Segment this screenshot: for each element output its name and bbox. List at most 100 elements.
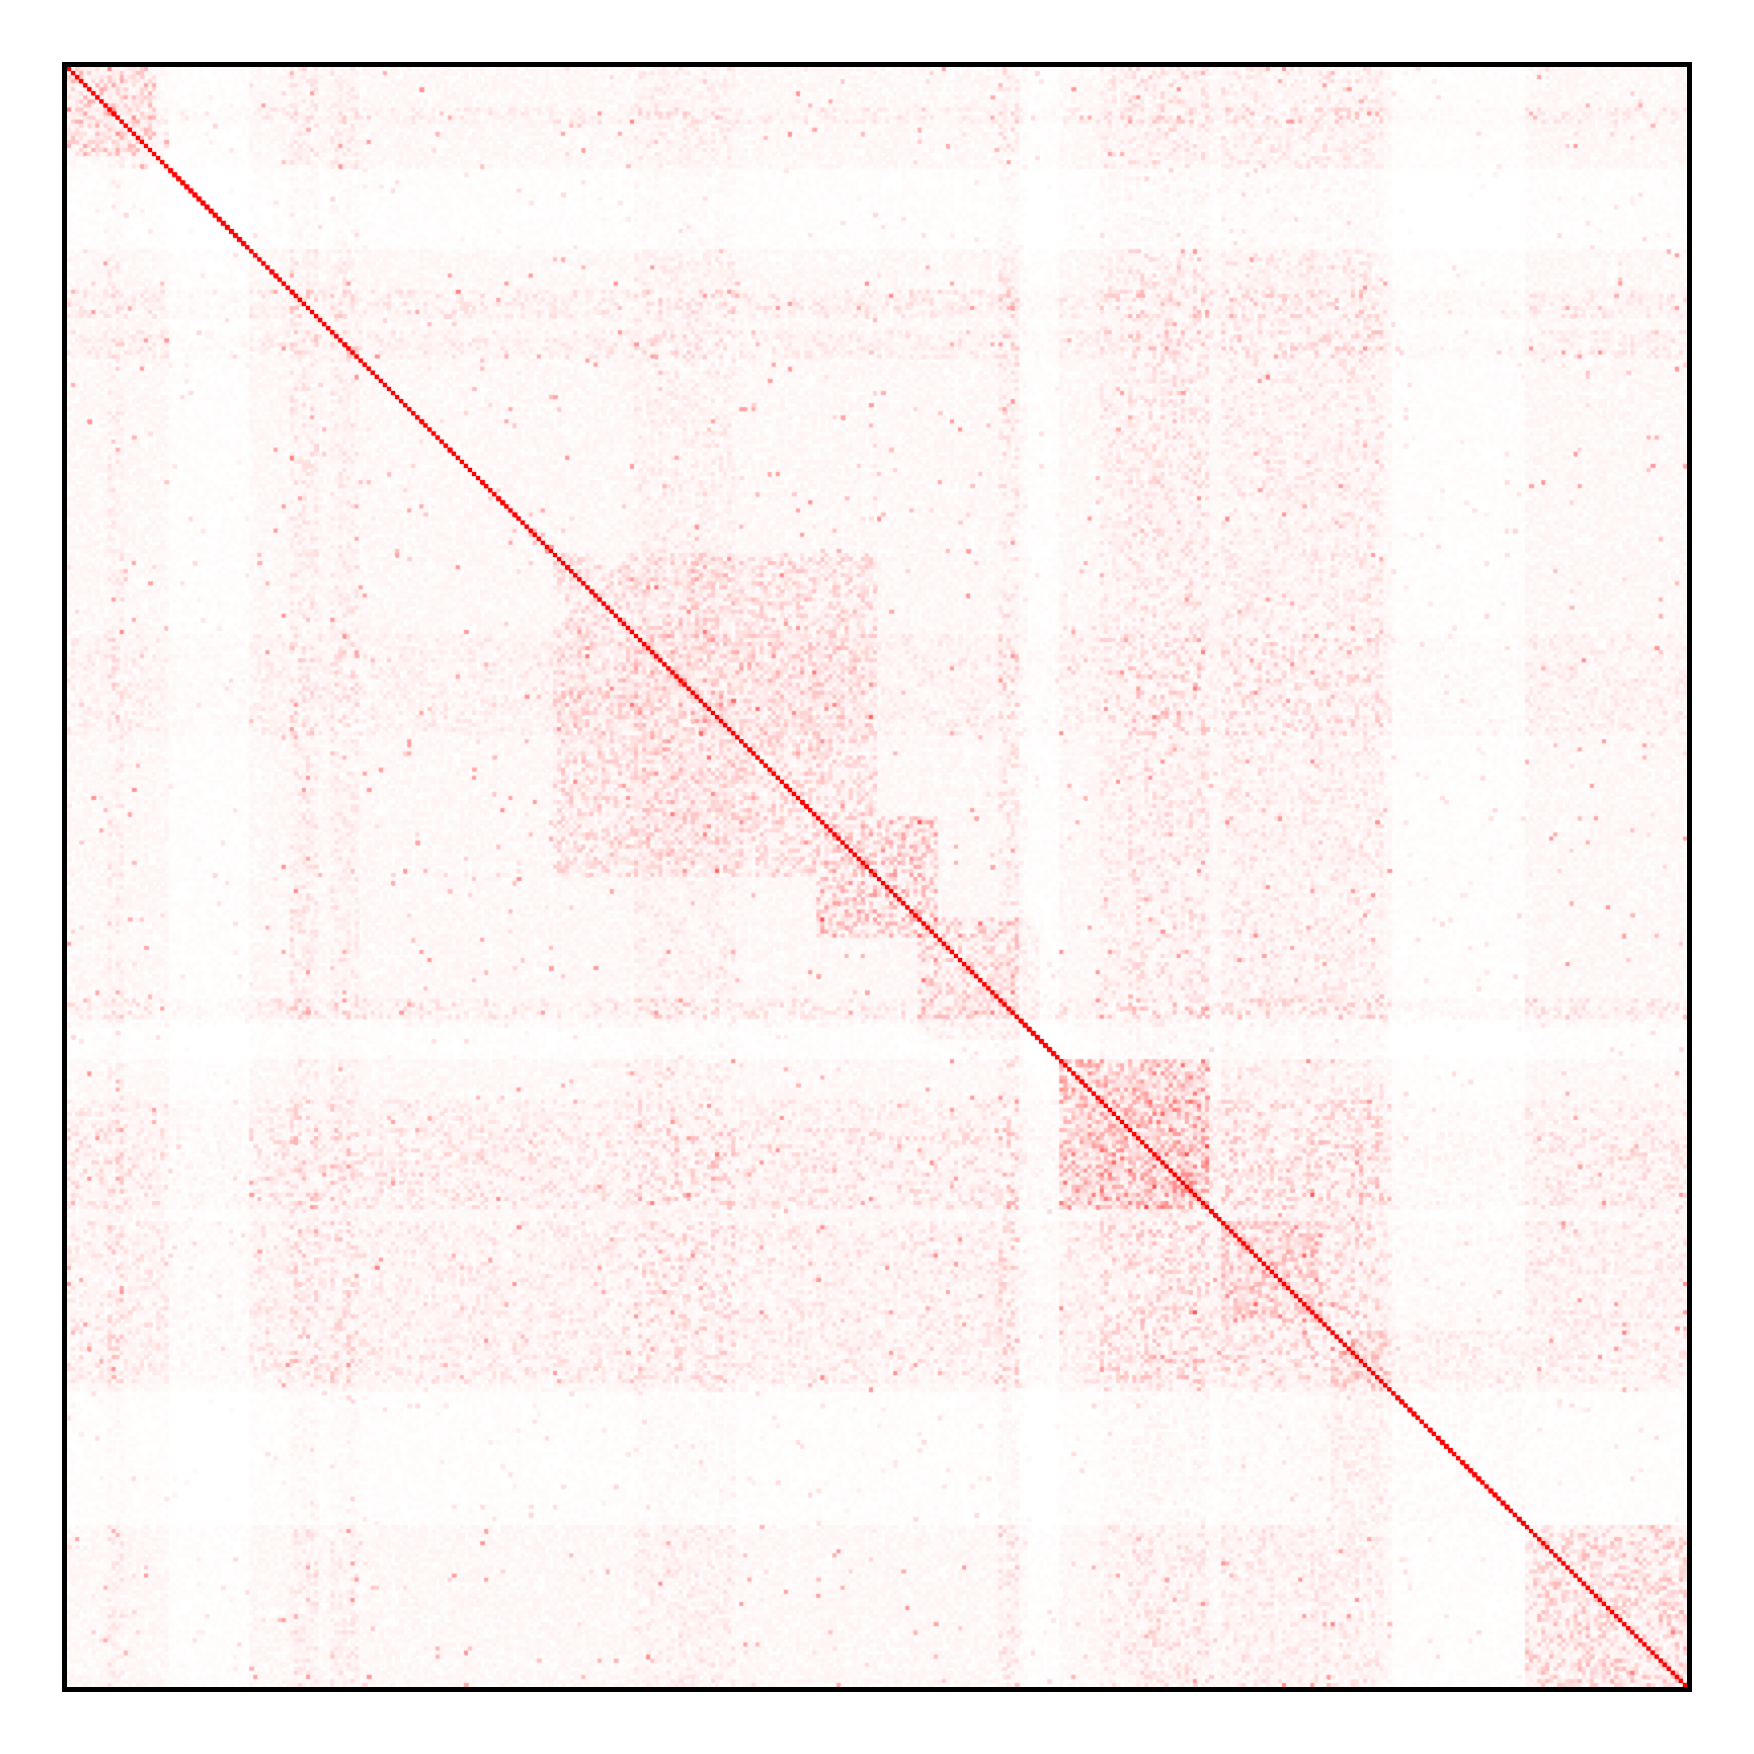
diagonal-cell (1444, 1444, 1449, 1449)
diagonal-cell (107, 107, 112, 112)
diagonal-cell (978, 978, 983, 983)
diagonal-cell (1014, 1014, 1019, 1019)
diagonal-cell (241, 241, 246, 246)
diagonal-cell (682, 682, 687, 687)
diagonal-cell (1650, 1650, 1655, 1655)
diagonal-cell (1569, 1569, 1574, 1574)
diagonal-cell (694, 694, 699, 699)
diagonal-cell (208, 208, 213, 213)
diagonal-cell (706, 706, 711, 711)
diagonal-cell (1059, 1059, 1064, 1064)
diagonal-cell (1249, 1249, 1254, 1254)
diagonal-cell (301, 301, 306, 306)
diagonal-cell (220, 220, 225, 225)
diagonal-cell (1245, 1245, 1250, 1250)
diagonal-cell (1160, 1160, 1165, 1165)
diagonal-cell (1484, 1484, 1489, 1489)
diagonal-cell (763, 763, 768, 768)
diagonal-cell (990, 990, 995, 995)
diagonal-cell (1573, 1573, 1578, 1578)
diagonal-cell (565, 565, 570, 570)
diagonal-cell (1310, 1310, 1315, 1315)
diagonal-cell (1460, 1460, 1465, 1465)
diagonal-cell (532, 532, 537, 537)
diagonal-cell (1395, 1395, 1400, 1400)
diagonal-cell (1431, 1431, 1436, 1436)
diagonal-cell (1039, 1039, 1044, 1044)
diagonal-cell (1201, 1201, 1206, 1206)
diagonal-cell (115, 115, 120, 120)
diagonal-cell (1577, 1577, 1582, 1582)
diagonal-cell (970, 970, 975, 975)
diagonal-cell (767, 767, 772, 772)
diagonal-cell (1411, 1411, 1416, 1416)
diagonal-cell (739, 739, 744, 744)
diagonal-cell (625, 625, 630, 630)
diagonal-cell (467, 467, 472, 472)
diagonal-cell (237, 237, 242, 242)
diagonal-cell (1326, 1326, 1331, 1331)
diagonal-cell (374, 374, 379, 379)
diagonal-cell (1520, 1520, 1525, 1525)
diagonal-cell (1051, 1051, 1056, 1056)
diagonal-cell (1075, 1075, 1080, 1080)
diagonal-cell (1030, 1030, 1035, 1035)
diagonal-cell (824, 824, 829, 829)
diagonal-cell (820, 820, 825, 825)
diagonal-cell (297, 297, 302, 302)
diagonal-cell (119, 119, 124, 124)
diagonal-cell (1435, 1435, 1440, 1440)
diagonal-cell (99, 99, 104, 104)
diagonal-cell (986, 986, 991, 991)
diagonal-cell (216, 216, 221, 221)
diagonal-cell (889, 889, 894, 894)
diagonal-cell (451, 451, 456, 456)
diagonal-cell (249, 249, 254, 254)
heatmap-diagonal (67, 67, 1687, 1687)
diagonal-cell (1678, 1678, 1683, 1683)
diagonal-cell (1018, 1018, 1023, 1023)
diagonal-cell (573, 573, 578, 578)
diagonal-cell (253, 253, 258, 258)
diagonal-cell (1610, 1610, 1615, 1615)
diagonal-cell (1095, 1095, 1100, 1100)
diagonal-cell (868, 868, 873, 873)
diagonal-cell (650, 650, 655, 655)
diagonal-cell (921, 921, 926, 926)
diagonal-cell (812, 812, 817, 817)
diagonal-cell (326, 326, 331, 331)
diagonal-cell (941, 941, 946, 946)
diagonal-cell (925, 925, 930, 930)
diagonal-cell (314, 314, 319, 319)
diagonal-cell (885, 885, 890, 890)
diagonal-cell (148, 148, 153, 153)
diagonal-cell (962, 962, 967, 967)
diagonal-cell (386, 386, 391, 391)
diagonal-cell (686, 686, 691, 691)
diagonal-cell (407, 407, 412, 412)
diagonal-cell (613, 613, 618, 618)
diagonal-cell (791, 791, 796, 796)
diagonal-cell (1488, 1488, 1493, 1493)
diagonal-cell (1079, 1079, 1084, 1084)
diagonal-cell (1294, 1294, 1299, 1299)
diagonal-cell (342, 342, 347, 347)
diagonal-cell (273, 273, 278, 278)
diagonal-cell (395, 395, 400, 400)
diagonal-cell (1626, 1626, 1631, 1631)
diagonal-cell (1071, 1071, 1076, 1076)
diagonal-cell (1063, 1063, 1068, 1068)
diagonal-cell (156, 156, 161, 161)
diagonal-cell (953, 953, 958, 958)
diagonal-cell (638, 638, 643, 643)
diagonal-cell (836, 836, 841, 841)
diagonal-cell (917, 917, 922, 922)
diagonal-cell (1682, 1682, 1687, 1687)
heatmap-overlay (67, 67, 1687, 1687)
diagonal-cell (1407, 1407, 1412, 1412)
diagonal-cell (1188, 1188, 1193, 1193)
diagonal-cell (719, 719, 724, 724)
diagonal-cell (561, 561, 566, 566)
diagonal-cell (1213, 1213, 1218, 1218)
